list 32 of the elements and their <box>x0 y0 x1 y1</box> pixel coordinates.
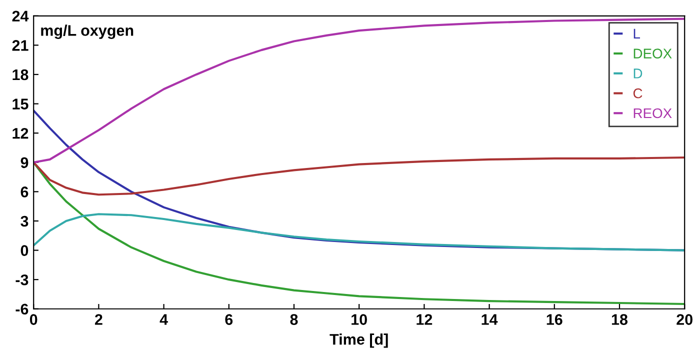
x-tick-label: 6 <box>225 314 233 325</box>
legend-label: C <box>633 88 642 98</box>
y-tick-label: 0 <box>20 245 28 256</box>
x-tick-label: 10 <box>352 314 367 325</box>
y-tick-label: 9 <box>20 157 28 168</box>
y-tick-label: 24 <box>12 10 29 22</box>
y-tick-label: -6 <box>16 304 28 315</box>
x-tick-label: 18 <box>612 314 628 325</box>
line-series <box>34 213 685 252</box>
x-tick-label: 8 <box>290 314 298 325</box>
y-tick-label: 18 <box>12 69 28 80</box>
legend-label: REOX <box>634 108 672 118</box>
y-tick-label: 21 <box>12 40 28 51</box>
legend-label: DEOX <box>634 48 672 58</box>
x-tick-label: 2 <box>94 314 102 325</box>
y-tick-label: 3 <box>20 216 28 227</box>
x-axis-title: Time [d] <box>330 334 388 348</box>
line-series <box>34 156 685 196</box>
line-series <box>34 18 685 164</box>
x-tick-label: 16 <box>546 314 562 325</box>
x-tick-label: 20 <box>676 314 692 325</box>
x-tick-label: 14 <box>482 314 498 325</box>
legend-label: D <box>634 68 642 78</box>
y-tick-label: 12 <box>12 128 28 139</box>
y-tick-label: 15 <box>12 98 28 110</box>
legend-label: L <box>634 28 640 38</box>
x-tick-label: 0 <box>30 314 38 325</box>
y-tick-label: 6 <box>20 186 28 198</box>
annotation: mg/L oxygen <box>41 24 134 39</box>
y-tick-label: -3 <box>16 274 28 286</box>
x-tick-label: 12 <box>416 314 432 325</box>
x-tick-label: 4 <box>160 314 168 325</box>
